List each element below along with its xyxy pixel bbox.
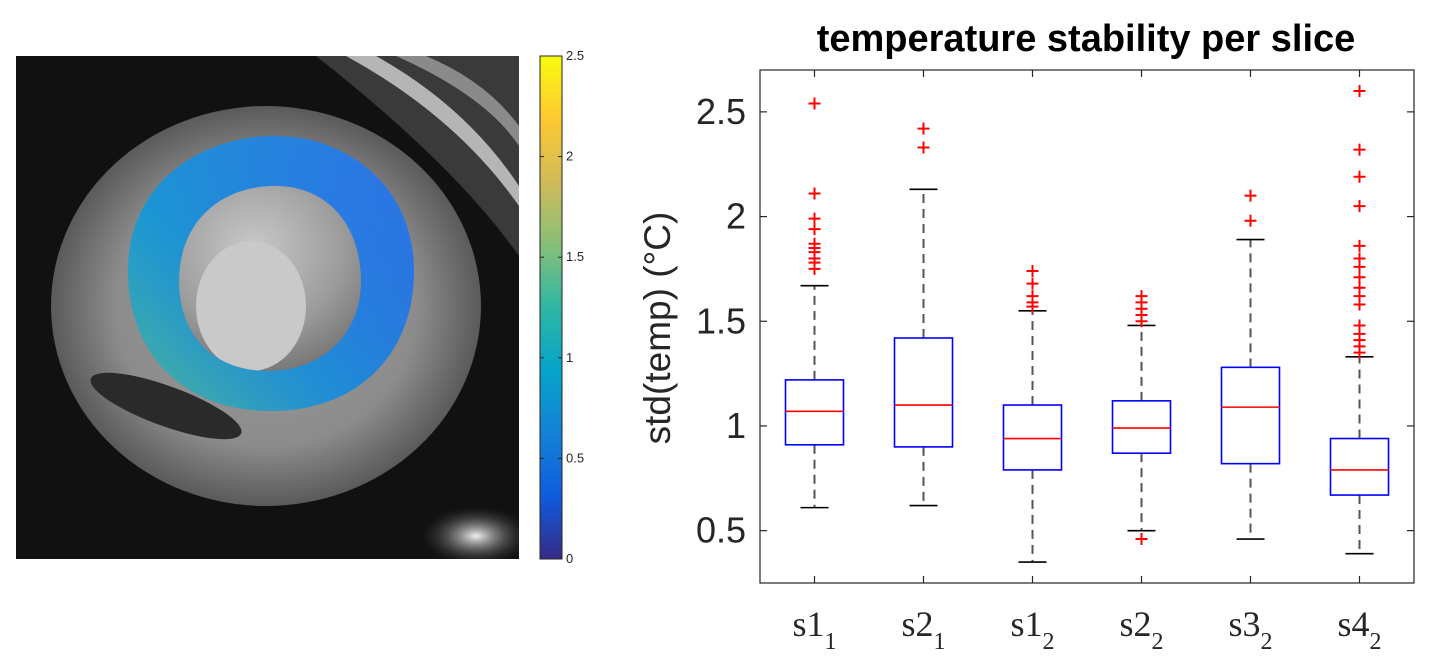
outlier-marker: [1026, 277, 1039, 290]
outlier-marker: [1026, 265, 1039, 278]
colorbar-tick-label: 1: [566, 350, 573, 365]
x-ticks: s11 s21 s12 s22 s32 s42: [792, 70, 1382, 655]
outlier-marker: [1353, 239, 1366, 252]
box-5: [1329, 84, 1390, 555]
colorbar-tick-label: 1.5: [566, 249, 584, 264]
outlier-marker: [1026, 290, 1039, 303]
outlier-marker: [1353, 281, 1366, 294]
outlier-marker: [808, 223, 821, 236]
box-iqr: [1329, 437, 1390, 496]
x-tick-label: s11: [792, 604, 836, 655]
colorbar-tick-label: 2: [566, 149, 573, 164]
outlier-marker: [1135, 533, 1148, 546]
colorbar: 0 0.5 1 1.5 2 2.5: [520, 40, 620, 580]
colorbar-tick-label: 0: [566, 551, 573, 566]
box-3: [1111, 290, 1172, 546]
colorbar-tick-label: 0.5: [566, 450, 584, 465]
box-iqr: [893, 337, 954, 448]
x-tick-label: s12: [1010, 604, 1054, 655]
x-tick-label: s42: [1337, 604, 1381, 655]
y-tick-label: 1: [726, 405, 746, 446]
y-tick-label: 1.5: [696, 300, 746, 341]
colorbar-tick-label: 2.5: [566, 48, 584, 63]
x-tick-label: s22: [1119, 604, 1163, 655]
outlier-marker: [1244, 214, 1257, 227]
outlier-marker: [808, 97, 821, 110]
outlier-marker: [917, 141, 930, 154]
outlier-marker: [917, 122, 930, 135]
y-tick-label: 2: [726, 196, 746, 237]
outlier-marker: [808, 237, 821, 250]
y-tick-label: 2.5: [696, 91, 746, 132]
x-tick-label: s21: [901, 604, 945, 655]
y-axis-label: std(temp) (°C): [637, 212, 678, 445]
plot-area: [759, 69, 1415, 584]
mri-overlay-image: [16, 56, 519, 559]
outlier-marker: [1353, 143, 1366, 156]
outlier-marker: [1353, 319, 1366, 332]
y-ticks: 0.5 1 1.5 2 2.5: [696, 91, 1414, 551]
outlier-marker: [1353, 271, 1366, 284]
colorbar-gradient: [539, 55, 563, 560]
box-4: [1220, 189, 1281, 540]
box-iqr: [784, 379, 845, 446]
box-1: [893, 122, 954, 507]
y-tick-label: 0.5: [696, 510, 746, 551]
outlier-marker: [1353, 252, 1366, 265]
outlier-marker: [1244, 189, 1257, 202]
outlier-marker: [808, 187, 821, 200]
box-0: [784, 97, 845, 509]
outlier-marker: [808, 212, 821, 225]
outlier-marker: [1353, 84, 1366, 97]
outlier-marker: [1353, 200, 1366, 213]
box-iqr: [1111, 400, 1172, 454]
x-tick-label: s32: [1228, 604, 1272, 655]
outlier-marker: [1135, 290, 1148, 303]
boxplot-chart: temperature stability per slice std(temp…: [630, 0, 1448, 657]
box-2: [1002, 265, 1063, 563]
outlier-marker: [1353, 170, 1366, 183]
chart-title: temperature stability per slice: [817, 18, 1356, 60]
box-iqr: [1002, 404, 1063, 471]
box-iqr: [1220, 366, 1281, 465]
boxes: [784, 84, 1390, 563]
